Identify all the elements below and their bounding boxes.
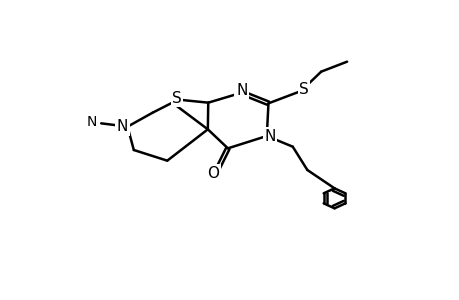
- Text: N: N: [263, 128, 275, 143]
- Text: N: N: [235, 83, 247, 98]
- Text: N: N: [117, 119, 128, 134]
- Text: N: N: [87, 115, 97, 129]
- Text: O: O: [207, 166, 219, 181]
- Text: S: S: [298, 82, 308, 97]
- Text: S: S: [172, 91, 181, 106]
